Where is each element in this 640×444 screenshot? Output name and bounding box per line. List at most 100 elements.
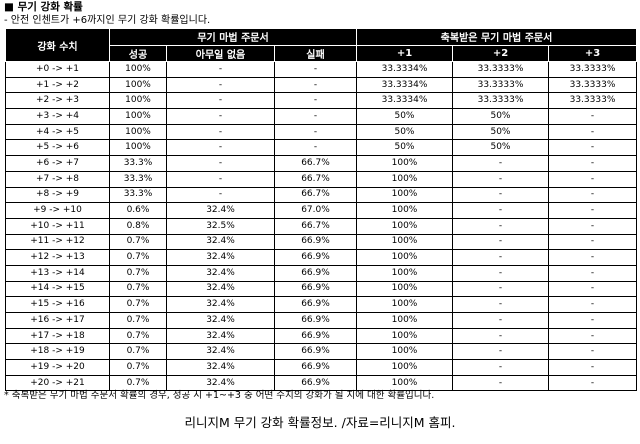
success-cell: 0.7% <box>109 249 167 266</box>
fail-cell: 67.0% <box>274 202 357 219</box>
level-cell: +13 -> +14 <box>5 264 110 282</box>
plus2-cell: - <box>452 374 549 392</box>
plus2-cell: - <box>452 296 549 313</box>
plus2-cell: - <box>452 217 549 235</box>
nothing-cell: 32.4% <box>166 327 275 345</box>
success-cell: 0.7% <box>109 233 167 251</box>
table-row: +3 -> +4 100% - -50% 50% - <box>5 108 638 125</box>
plus3-cell: 33.3333% <box>547 92 638 110</box>
table-row: +15 -> +16 0.7% 32.4% 66.9% 100% - - <box>5 296 638 313</box>
plus3-cell: - <box>547 123 638 141</box>
plus2-cell: 50% <box>452 139 549 157</box>
plus1-cell: 50% <box>356 139 453 157</box>
level-cell: +19 -> +20 <box>5 359 110 376</box>
success-cell: 0.7% <box>109 296 167 313</box>
success-cell: 33.3% <box>109 155 167 172</box>
plus1-cell: 100% <box>356 280 453 298</box>
table-row: +6 -> +7 33.3% -66.7% 100% - - <box>5 155 638 172</box>
table-row: +18 -> +19 0.7% 32.4% 66.9% 100% - - <box>5 343 638 361</box>
fail-cell: 66.9% <box>274 296 357 313</box>
success-cell: 0.7% <box>109 312 167 329</box>
fail-cell: - <box>274 76 357 94</box>
plus2-cell: - <box>452 186 549 204</box>
normal-scroll-header: 무기 마법 주문서 <box>109 28 357 46</box>
table-row: +0 -> +1 100% - -33.3334% 33.3333% 33.3333% <box>5 61 638 78</box>
table-row: +7 -> +8 33.3% -66.7% 100% - - <box>5 170 638 188</box>
level-cell: +7 -> +8 <box>5 170 110 188</box>
success-cell: 0.7% <box>109 264 167 282</box>
plus2-cell: - <box>452 343 549 361</box>
plus1-header: +1 <box>356 44 453 62</box>
success-cell: 0.7% <box>109 343 167 361</box>
success-cell: 0.7% <box>109 359 167 376</box>
success-cell: 100% <box>109 108 167 125</box>
nothing-cell: 32.4% <box>166 296 275 313</box>
table-row: +20 -> +21 0.7% 32.4% 66.9% 100% - - <box>5 374 638 392</box>
plus3-cell: 33.3333% <box>547 61 638 78</box>
plus3-cell: - <box>547 280 638 298</box>
plus2-header: +2 <box>452 44 549 62</box>
table-row: +8 -> +9 33.3% -66.7% 100% - - <box>5 186 638 204</box>
plus2-cell: 33.3333% <box>452 92 549 110</box>
enchant-rate-table: 강화 수치 무기 마법 주문서 축복받은 무기 마법 주문서 성공 아무일 없음… <box>5 28 638 392</box>
image-caption: 리니지M 무기 강화 확률정보. /자료=리니지M 홈피. <box>184 415 456 430</box>
nothing-cell: 32.4% <box>166 202 275 219</box>
plus1-cell: 50% <box>356 123 453 141</box>
success-cell: 33.3% <box>109 186 167 204</box>
plus3-cell: - <box>547 202 638 219</box>
plus3-cell: - <box>547 249 638 266</box>
level-cell: +17 -> +18 <box>5 327 110 345</box>
plus1-cell: 33.3334% <box>356 61 453 78</box>
nothing-cell: 32.4% <box>166 233 275 251</box>
table-row: +10 -> +11 0.8% 32.5% 66.7% 100% - - <box>5 217 638 235</box>
table-row: +14 -> +15 0.7% 32.4% 66.9% 100% - - <box>5 280 638 298</box>
plus1-cell: 33.3334% <box>356 92 453 110</box>
plus2-cell: 50% <box>452 108 549 125</box>
nothing-cell: 32.5% <box>166 217 275 235</box>
page-subtitle: - 안전 인첸트가 +6까지인 무기 강화 확률입니다. <box>4 15 211 26</box>
level-cell: +3 -> +4 <box>5 108 110 125</box>
nothing-cell: - <box>166 76 275 94</box>
table-row: +5 -> +6 100% - -50% 50% - <box>5 139 638 157</box>
level-header: 강화 수치 <box>5 28 110 62</box>
table-row: +17 -> +18 0.7% 32.4% 66.9% 100% - - <box>5 327 638 345</box>
level-cell: +14 -> +15 <box>5 280 110 298</box>
plus1-cell: 100% <box>356 186 453 204</box>
plus1-cell: 100% <box>356 343 453 361</box>
fail-cell: 66.9% <box>274 359 357 376</box>
plus1-cell: 100% <box>356 249 453 266</box>
fail-cell: 66.7% <box>274 217 357 235</box>
level-cell: +9 -> +10 <box>5 202 110 219</box>
success-cell: 33.3% <box>109 170 167 188</box>
fail-cell: 66.9% <box>274 249 357 266</box>
plus1-cell: 100% <box>356 202 453 219</box>
table-row: +19 -> +20 0.7% 32.4% 66.9% 100% - - <box>5 359 638 376</box>
table-row: +1 -> +2 100% - -33.3334% 33.3333% 33.3333% <box>5 76 638 94</box>
plus1-cell: 50% <box>356 108 453 125</box>
plus1-cell: 100% <box>356 359 453 376</box>
success-cell: 100% <box>109 139 167 157</box>
plus1-cell: 100% <box>356 155 453 172</box>
nothing-cell: - <box>166 186 275 204</box>
fail-cell: 66.9% <box>274 264 357 282</box>
success-header: 성공 <box>109 44 167 62</box>
table-header: 강화 수치 무기 마법 주문서 축복받은 무기 마법 주문서 성공 아무일 없음… <box>5 28 638 62</box>
plus1-cell: 100% <box>356 312 453 329</box>
nothing-cell: 32.4% <box>166 249 275 266</box>
nothing-header: 아무일 없음 <box>166 44 275 62</box>
table-row: +12 -> +13 0.7% 32.4% 66.9% 100% - - <box>5 249 638 266</box>
nothing-cell: 32.4% <box>166 312 275 329</box>
plus3-cell: - <box>547 170 638 188</box>
table-row: +11 -> +12 0.7% 32.4% 66.9% 100% - - <box>5 233 638 251</box>
footnote: * 축복받은 무기 마법 주문서 확률의 경우, 성공 시 +1~+3 중 어떤… <box>4 390 435 401</box>
plus3-cell: - <box>547 359 638 376</box>
fail-cell: - <box>274 92 357 110</box>
success-cell: 100% <box>109 92 167 110</box>
plus2-cell: - <box>452 233 549 251</box>
success-cell: 100% <box>109 61 167 78</box>
success-cell: 0.6% <box>109 202 167 219</box>
plus3-cell: - <box>547 374 638 392</box>
table-row: +4 -> +5 100% - -50% 50% - <box>5 123 638 141</box>
level-cell: +20 -> +21 <box>5 374 110 392</box>
success-cell: 100% <box>109 123 167 141</box>
